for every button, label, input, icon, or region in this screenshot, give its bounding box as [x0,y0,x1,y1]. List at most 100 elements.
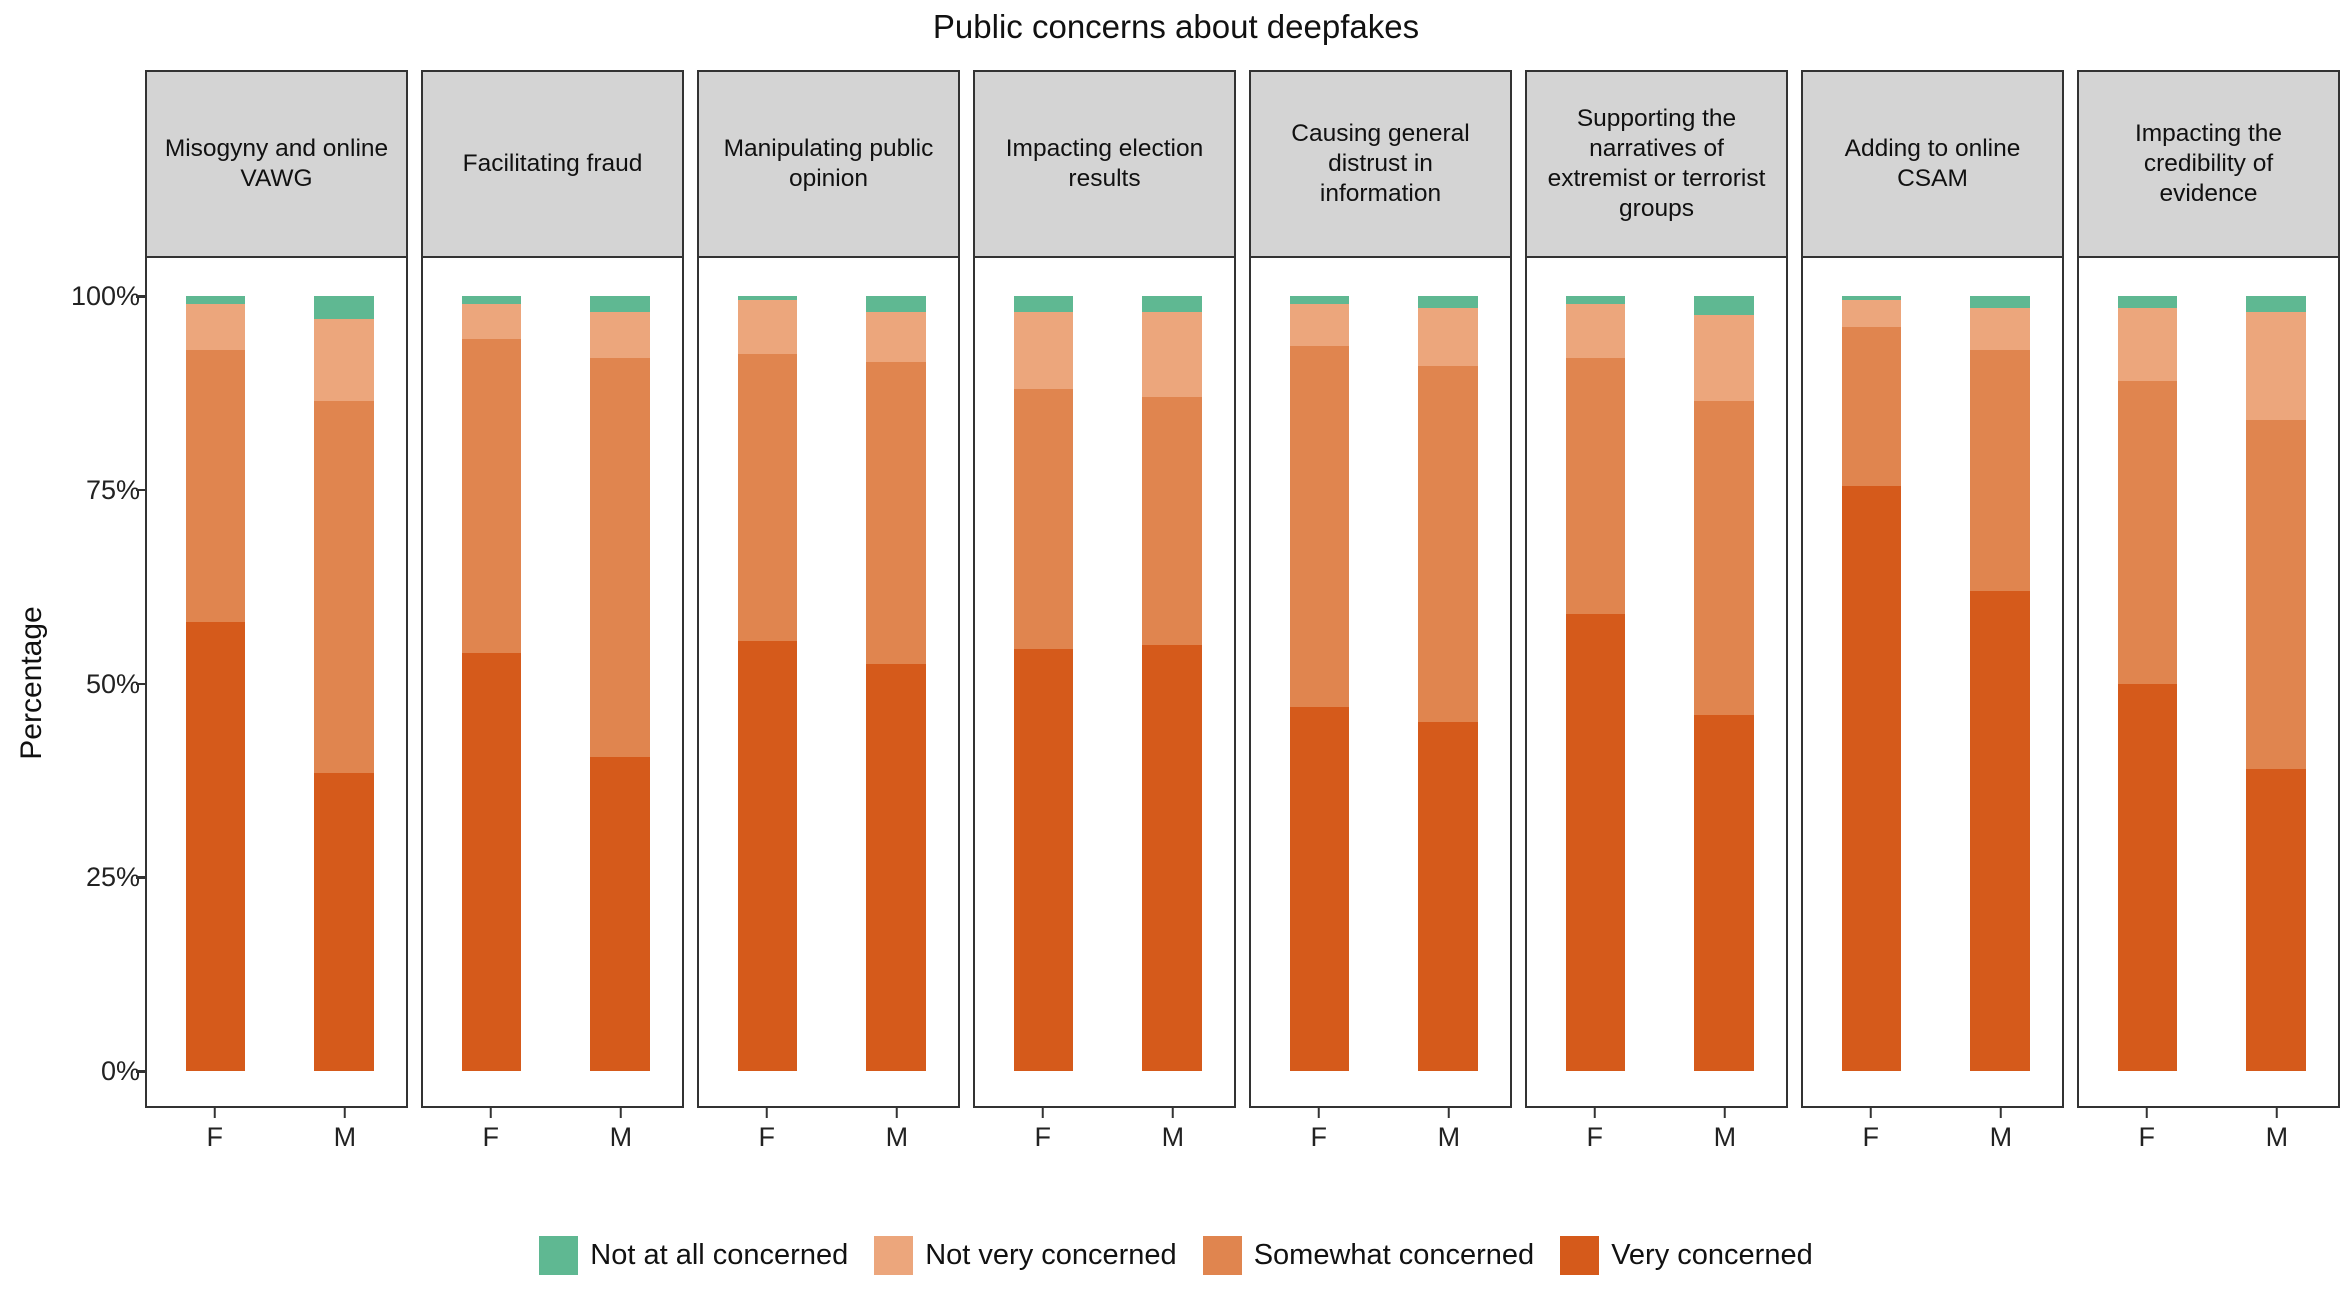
bar-segment [737,640,798,1071]
x-tick-mark [489,1108,492,1118]
facet-panel: Supporting the narratives of extremist o… [1525,70,1788,1180]
bar-segment [1013,648,1074,1071]
x-tick-mark [895,1108,899,1118]
x-category-label: M [2265,1122,2289,1152]
bar-segment [461,652,522,1071]
legend-swatch [539,1236,579,1275]
x-category-label: F [2138,1122,2155,1152]
bar-segment [866,664,926,1071]
panel-plot-area [2077,256,2340,1108]
x-category-label: F [1034,1122,1051,1152]
bar-segment [1694,400,1754,715]
x-category-label: M [333,1122,357,1152]
bar-segment [1289,706,1350,1071]
bar-segment [314,772,374,1071]
facet-strip-label: Causing general distrust in information [1249,70,1512,258]
stacked-bar-m [1418,296,1478,1071]
bar-segment [2117,307,2178,382]
facet-strip-label: Facilitating fraud [421,70,684,258]
panel-plot-area [145,256,408,1108]
stacked-bar-f [1565,296,1626,1071]
bar-segment [461,296,522,304]
facet-panel: Impacting the credibility of evidence F M [2077,70,2340,1180]
x-category-label: M [1713,1122,1737,1152]
x-category-label: F [1862,1122,1879,1152]
x-category-label: F [482,1122,499,1152]
y-tick-label: 25% [85,862,140,893]
x-tick-mark [343,1108,347,1118]
bar-segment [866,296,926,312]
stacked-bar-m [2246,296,2306,1071]
x-tick-mark [1999,1108,2003,1118]
bar-segment [1289,303,1350,347]
panel-plot-area [973,256,1236,1108]
bar-segment [590,296,650,312]
bar-segment [314,296,374,320]
stacked-bar-m [1694,296,1754,1071]
bar-segment [185,303,246,351]
bar-segment [590,311,650,358]
bar-segment [1565,303,1626,358]
facet-panel: Manipulating public opinion F M [697,70,960,1180]
bar-segment [185,350,246,622]
bar-segment [737,296,798,300]
facet-panel: Causing general distrust in information F… [1249,70,1512,1180]
bar-segment [185,296,246,304]
stacked-bar-m [1970,296,2030,1071]
legend-label: Somewhat concerned [1253,1239,1535,1271]
x-tick-mark [1447,1108,1451,1118]
stacked-bar-m [866,296,926,1071]
legend-label: Not very concerned [925,1239,1177,1271]
x-tick-mark [2145,1108,2148,1118]
legend-swatch [1560,1236,1600,1275]
panel-plot-area [1249,256,1512,1108]
facet-panel: Misogyny and online VAWG F M [145,70,408,1180]
stacked-bar-f [185,296,246,1071]
bar-segment [2246,420,2306,769]
bar-segment [590,358,650,758]
x-category-label: M [885,1122,909,1152]
y-tick-label: 100% [70,281,140,311]
panel-plot-area [1801,256,2064,1108]
stacked-bar-f [1841,296,1902,1071]
bar-segment [1565,613,1626,1071]
bar-segment [1565,358,1626,614]
chart-title: Public concerns about deepfakes [932,8,1420,45]
y-tick-label: 75% [85,474,140,505]
bar-segment [1841,296,1902,300]
stacked-bar-f [461,296,522,1071]
bar-segment [1142,644,1202,1071]
bar-segment [1013,311,1074,389]
legend-swatch [1202,1236,1242,1275]
y-tick-mark [136,1070,145,1073]
bar-segment [866,361,926,665]
stacked-bar-m [314,296,374,1071]
bar-segment [1694,714,1754,1071]
bar-segment [314,400,374,773]
bar-segment [1970,590,2030,1071]
bar-segment [461,303,522,339]
x-category-label: M [1989,1122,2013,1152]
bar-segment [1970,296,2030,308]
y-tick-mark [136,876,145,879]
x-tick-mark [2275,1108,2279,1118]
x-category-label: M [609,1122,633,1152]
bar-segment [2246,768,2306,1071]
facet-strip-label: Impacting the credibility of evidence [2077,70,2340,258]
legend-item: Not at all concerned [539,1236,848,1275]
bar-segment [1418,365,1478,723]
y-tick-mark [136,295,145,298]
x-tick-mark [1317,1108,1320,1118]
facet-strip-label: Manipulating public opinion [697,70,960,258]
bar-segment [1013,296,1074,312]
bar-segment [314,319,374,401]
bar-segment [2246,296,2306,312]
bar-segment [1013,389,1074,649]
legend-label: Very concerned [1611,1239,1813,1271]
legend: Not at all concerned Not very concerned So… [0,1236,2352,1275]
stacked-bar-f [2117,296,2178,1071]
legend-item: Not very concerned [874,1236,1177,1275]
bar-segment [1565,296,1626,304]
bar-segment [1841,327,1902,486]
